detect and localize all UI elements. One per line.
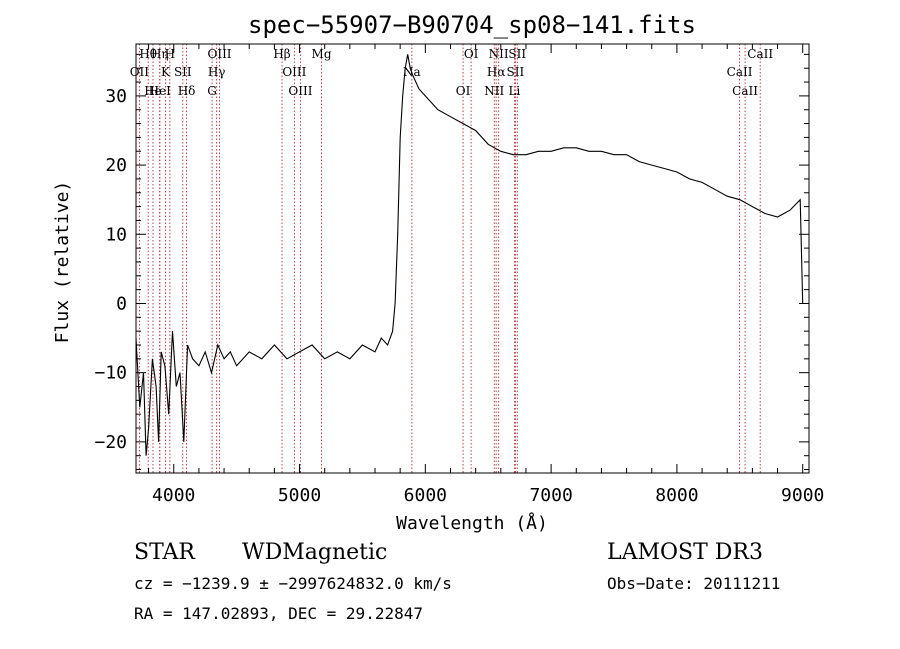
y-tick-label: 20 bbox=[105, 155, 127, 176]
y-tick-label: 0 bbox=[116, 293, 127, 314]
spectral-line-label: G bbox=[207, 84, 217, 98]
spectral-line-label: Hα bbox=[487, 65, 506, 79]
x-tick-label: 7000 bbox=[529, 485, 572, 506]
spectral-line-label: Hβ bbox=[273, 47, 290, 61]
spectral-line-label: OII bbox=[130, 65, 150, 79]
x-tick-label: 9000 bbox=[781, 485, 824, 506]
spectral-line-label: OIII bbox=[282, 65, 306, 79]
object-class: STAR bbox=[134, 540, 196, 565]
spectral-line-label: HeI bbox=[149, 84, 172, 98]
observation-date: Obs−Date: 20111211 bbox=[607, 574, 780, 593]
spectral-line-label: OIII bbox=[288, 84, 312, 98]
coordinates-readout: RA = 147.02893, DEC = 29.22847 bbox=[134, 604, 423, 623]
chart-title: spec−55907−B90704_sp08−141.fits bbox=[248, 11, 696, 39]
y-axis-label: Flux (relative) bbox=[52, 181, 73, 344]
spectral-line-labels: HθOIIHeHηKHeIHSIIHδOIIIHγGHβOIIIOIIIMgNa… bbox=[130, 47, 774, 98]
y-axis: −20 −10 0 10 20 30 bbox=[94, 53, 809, 471]
x-axis-label: Wavelength (Å) bbox=[396, 512, 548, 534]
spectral-line-label: CaII bbox=[732, 84, 758, 98]
spectral-line-label: Hγ bbox=[208, 65, 226, 79]
spectral-line-markers bbox=[138, 44, 761, 473]
y-tick-label: 30 bbox=[105, 86, 127, 107]
y-tick-label: 10 bbox=[105, 224, 127, 245]
spectral-line-label: Li bbox=[508, 84, 520, 98]
spectral-line-label: NII bbox=[484, 84, 504, 98]
spectral-line-label: OI bbox=[464, 47, 479, 61]
spectral-line-label: SII bbox=[174, 65, 192, 79]
spectral-line-label: K bbox=[161, 65, 171, 79]
flux-series-line bbox=[135, 54, 804, 456]
spectral-line-label: SII bbox=[508, 47, 526, 61]
spectral-line-label: NII bbox=[489, 47, 509, 61]
spectral-line-label: He bbox=[144, 84, 162, 98]
spectral-line-label: SII bbox=[507, 65, 525, 79]
spectral-line-label: CaII bbox=[727, 65, 753, 79]
spectral-line-label: OI bbox=[456, 84, 471, 98]
survey-name: LAMOST DR3 bbox=[607, 540, 763, 565]
y-tick-label: −20 bbox=[94, 432, 127, 453]
redshift-readout: cz = −1239.9 ± −2997624832.0 km/s bbox=[134, 574, 452, 593]
spectral-line-label: Hδ bbox=[178, 84, 196, 98]
object-subclass: WDMagnetic bbox=[242, 540, 387, 565]
x-axis: 4000 5000 6000 7000 8000 9000 bbox=[148, 44, 824, 506]
spectral-line-label: Hθ bbox=[139, 47, 157, 61]
y-tick-label: −10 bbox=[94, 363, 127, 384]
spectral-line-label: OIII bbox=[207, 47, 231, 61]
plot-frame bbox=[135, 43, 810, 474]
x-tick-label: 4000 bbox=[152, 485, 195, 506]
spectral-line-label: Hη bbox=[151, 47, 169, 61]
x-tick-label: 5000 bbox=[278, 485, 321, 506]
spectral-line-label: CaII bbox=[747, 47, 773, 61]
x-tick-label: 8000 bbox=[655, 485, 698, 506]
x-tick-label: 6000 bbox=[404, 485, 447, 506]
spectral-line-label: H bbox=[165, 47, 175, 61]
spectral-line-label: Mg bbox=[312, 47, 332, 61]
